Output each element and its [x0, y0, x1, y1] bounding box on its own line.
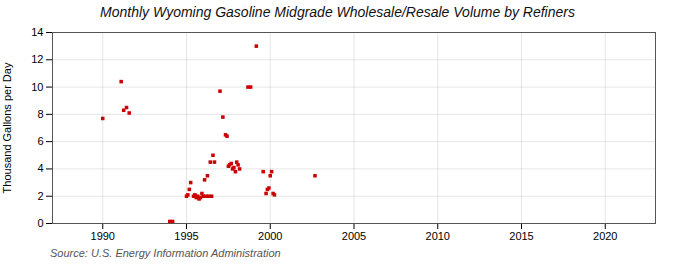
html-text:Source: U.S. Energy Informatio: Source: U.S. Energy Information Administ… [50, 247, 281, 259]
svg-text:2: 2 [37, 190, 43, 202]
svg-text:8: 8 [37, 108, 43, 120]
html-text:Monthly Wyoming Gasoline Midgr: Monthly Wyoming Gasoline Midgrade Wholes… [100, 4, 575, 20]
svg-text:1995: 1995 [174, 230, 198, 242]
svg-text:10: 10 [31, 81, 43, 93]
svg-text:1990: 1990 [91, 230, 115, 242]
svg-text:2000: 2000 [258, 230, 282, 242]
svg-text:2005: 2005 [342, 230, 366, 242]
svg-text:14: 14 [31, 26, 43, 38]
svg-text:6: 6 [37, 135, 43, 147]
svg-text:2020: 2020 [593, 230, 617, 242]
svg-text:Thousand Gallons per Day: Thousand Gallons per Day [1, 62, 13, 193]
svg-text:2010: 2010 [426, 230, 450, 242]
svg-text:4: 4 [37, 162, 43, 174]
svg-text:2015: 2015 [509, 230, 533, 242]
svg-text:12: 12 [31, 53, 43, 65]
svg-text:0: 0 [37, 217, 43, 229]
